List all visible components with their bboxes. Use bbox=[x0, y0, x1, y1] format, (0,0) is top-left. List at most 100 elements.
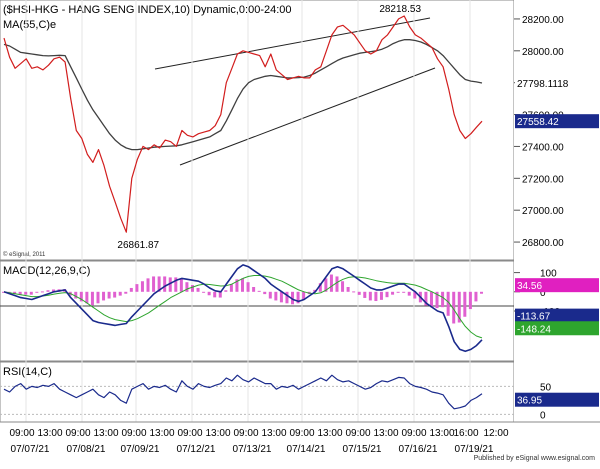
footer: Published by eSignal www.esignal.com bbox=[474, 455, 596, 462]
x-time-label: 09:00 bbox=[401, 428, 426, 439]
macd-histogram-bar bbox=[441, 291, 445, 308]
macd-histogram-bar bbox=[452, 291, 456, 324]
macd-histogram-bar bbox=[363, 291, 367, 298]
macd-histogram-bar bbox=[291, 291, 295, 305]
x-date-label: 07/08/21 bbox=[67, 444, 106, 455]
macd-histogram-bar bbox=[190, 285, 194, 292]
macd-histogram-bar bbox=[185, 282, 189, 292]
macd-histogram-bar bbox=[407, 291, 411, 296]
macd-histogram-bar bbox=[257, 290, 261, 292]
signal-last-label-box bbox=[515, 321, 599, 336]
macd-histogram-bar bbox=[229, 284, 233, 292]
macd-y-tick-label: 100 bbox=[540, 269, 557, 280]
macd-histogram-bar bbox=[46, 290, 50, 292]
rsi-line bbox=[3, 374, 483, 410]
macd-histogram-bar bbox=[368, 291, 372, 301]
macd-histogram-bar bbox=[357, 291, 361, 295]
trend-line-lower bbox=[179, 67, 436, 166]
x-time-label: 13:00 bbox=[37, 428, 62, 439]
macd-histogram-bar bbox=[402, 291, 406, 293]
macd-histogram-bar bbox=[302, 291, 306, 300]
macd-histogram-bar bbox=[252, 287, 256, 292]
macd-histogram-bar bbox=[96, 291, 100, 304]
trend-line-upper bbox=[154, 17, 431, 70]
macd-histogram-bar bbox=[335, 276, 339, 292]
price-y-tick-label: 28200.00 bbox=[522, 15, 564, 26]
macd-histogram-bar bbox=[235, 279, 239, 292]
x-date-label: 07/19/21 bbox=[455, 444, 494, 455]
macd-histogram-bar bbox=[135, 284, 139, 292]
x-time-label: 13:00 bbox=[149, 428, 174, 439]
dynamic-marks: 28200.0028000.0027800.0027600.0027400.00… bbox=[0, 0, 600, 455]
macd-histogram-bar bbox=[285, 291, 289, 304]
macd-histogram-bar bbox=[435, 291, 439, 309]
macd-histogram-bar bbox=[268, 291, 272, 299]
ma-label: MA(55,C)e bbox=[3, 19, 56, 31]
macd-histogram-bar bbox=[213, 291, 217, 298]
x-time-label: 13:00 bbox=[205, 428, 230, 439]
x-time-label: 16:00 bbox=[453, 428, 478, 439]
macd-hist-label-box bbox=[515, 278, 599, 293]
macd-histogram-bar bbox=[474, 291, 478, 302]
low-label: 26861.87 bbox=[117, 240, 159, 251]
macd-last-label: -113.67 bbox=[517, 312, 551, 323]
signal-line bbox=[3, 275, 483, 339]
x-time-label: 12:00 bbox=[483, 428, 508, 439]
macd-histogram-bar bbox=[241, 278, 244, 292]
macd-histogram-bar bbox=[379, 291, 383, 300]
chart-title: ($HSI-HKG - HANG SENG INDEX,10) Dynamic,… bbox=[3, 4, 292, 16]
x-time-label: 13:00 bbox=[429, 428, 454, 439]
macd-histogram-bar bbox=[146, 278, 150, 292]
x-time-label: 09:00 bbox=[233, 428, 258, 439]
high-label: 28218.53 bbox=[379, 4, 421, 15]
macd-histogram-bar bbox=[224, 290, 228, 292]
x-date-label: 07/13/21 bbox=[233, 444, 272, 455]
macd-histogram-bar bbox=[263, 291, 267, 295]
macd-histogram-bar bbox=[246, 282, 250, 292]
macd-histogram-bar bbox=[152, 276, 156, 292]
price-y-tick-label: 27000.00 bbox=[522, 206, 564, 217]
macd-histogram-bar bbox=[90, 291, 94, 306]
macd-histogram-bar bbox=[163, 276, 167, 292]
macd-histogram-bar bbox=[124, 291, 128, 294]
price-line bbox=[3, 15, 483, 233]
rsi-y-tick-label: 0 bbox=[540, 410, 546, 421]
macd-histogram-bar bbox=[74, 291, 78, 299]
x-date-label: 07/16/21 bbox=[399, 444, 438, 455]
x-time-label: 13:00 bbox=[93, 428, 118, 439]
x-time-label: 09:00 bbox=[345, 428, 370, 439]
ma-last-label: 27798.1118 bbox=[517, 79, 569, 90]
ma-last-label-box bbox=[515, 75, 599, 90]
x-time-label: 13:00 bbox=[373, 428, 398, 439]
x-time-label: 13:00 bbox=[317, 428, 342, 439]
macd-histogram-bar bbox=[168, 277, 172, 292]
macd-histogram-bar bbox=[274, 291, 278, 301]
macd-histogram-bar bbox=[207, 291, 211, 296]
macd-histogram-bar bbox=[396, 291, 400, 293]
right-axis-area bbox=[514, 0, 600, 422]
macd-histogram-bar bbox=[13, 291, 17, 294]
copyright: © eSignal, 2011 bbox=[3, 251, 46, 258]
macd-histogram-bar bbox=[391, 291, 395, 295]
macd-histogram-bar bbox=[102, 291, 106, 301]
x-date-label: 07/07/21 bbox=[11, 444, 50, 455]
macd-histogram-bar bbox=[446, 291, 450, 316]
macd-histogram-bar bbox=[480, 291, 483, 294]
rsi-title: RSI(14,C) bbox=[3, 366, 52, 378]
macd-histogram-bar bbox=[157, 276, 161, 292]
macd-histogram-bar bbox=[140, 281, 144, 292]
macd-histogram-bar bbox=[129, 287, 133, 292]
macd-histogram-bar bbox=[352, 291, 356, 293]
x-time-label: 09:00 bbox=[289, 428, 314, 439]
x-time-label: 09:00 bbox=[121, 428, 146, 439]
macd-histogram-bar bbox=[341, 281, 345, 292]
macd-histogram-bar bbox=[118, 291, 122, 296]
macd-histogram-bar bbox=[85, 291, 89, 304]
price-y-tick-label: 28000.00 bbox=[522, 47, 564, 58]
price-y-tick-label: 27400.00 bbox=[522, 142, 564, 153]
signal-last-label: -148.24 bbox=[517, 324, 551, 335]
macd-histogram-bar bbox=[29, 291, 33, 295]
x-time-label: 09:00 bbox=[65, 428, 90, 439]
